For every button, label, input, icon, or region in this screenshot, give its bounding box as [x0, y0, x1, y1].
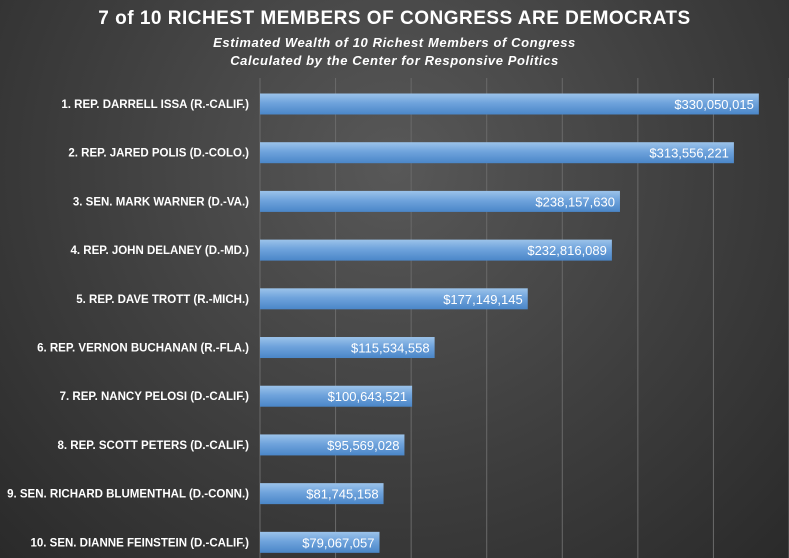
category-label: 7. REP. NANCY PELOSI (D.-CALIF.)	[60, 391, 250, 403]
category-label: 5. REP. DAVE TROTT (R.-MICH.)	[76, 294, 249, 306]
bar-value-label: $79,067,057	[302, 535, 374, 550]
bar	[260, 385, 413, 407]
category-label: 2. REP. JARED POLIS (D.-COLO.)	[68, 148, 249, 160]
bar-value-label: $238,157,630	[535, 194, 615, 209]
chart-subtitle-line1: Estimated Wealth of 10 Richest Members o…	[213, 35, 576, 50]
bar-value-label: $100,643,521	[328, 389, 408, 404]
bar	[260, 483, 384, 505]
category-label-layer: 1. REP. DARRELL ISSA (R.-CALIF.) 2. REP. …	[7, 99, 249, 549]
bar	[260, 434, 405, 456]
category-label: 1. REP. DARRELL ISSA (R.-CALIF.)	[61, 99, 249, 111]
category-label: 6. REP. VERNON BUCHANAN (R.-FLA.)	[37, 343, 249, 355]
category-label: 8. REP. SCOTT PETERS (D.-CALIF.)	[58, 440, 250, 452]
bar-value-label: $115,534,558	[351, 341, 430, 356]
bar-value-label: $95,569,028	[327, 438, 399, 453]
category-label: 4. REP. JOHN DELANEY (D.-MD.)	[71, 245, 250, 257]
bar-value-label: $81,745,158	[306, 487, 378, 502]
chart-subtitle-line2: Calculated by the Center for Responsive …	[230, 53, 559, 68]
bar-layer: $330,050,015 $313,556,221 $238,157,630 $232…	[260, 93, 759, 553]
bar-value-label: $232,816,089	[527, 243, 607, 258]
bar	[260, 190, 620, 212]
bar	[260, 337, 435, 359]
category-label: 3. SEN. MARK WARNER (D.-VA.)	[73, 196, 249, 208]
category-label: 9. SEN. RICHARD BLUMENTHAL (D.-CONN.)	[7, 489, 249, 501]
bar	[260, 239, 612, 261]
bar-value-label: $330,050,015	[674, 97, 754, 112]
bar	[260, 93, 759, 115]
bar	[260, 288, 528, 310]
bar	[260, 531, 380, 553]
bar-value-label: $177,149,145	[443, 292, 523, 307]
bar	[260, 142, 734, 164]
chart-title: 7 of 10 RICHEST MEMBERS OF CONGRESS ARE …	[98, 8, 691, 29]
bar-value-label: $313,556,221	[649, 146, 729, 161]
category-label: 10. SEN. DIANNE FEINSTEIN (D.-CALIF.)	[30, 537, 249, 549]
